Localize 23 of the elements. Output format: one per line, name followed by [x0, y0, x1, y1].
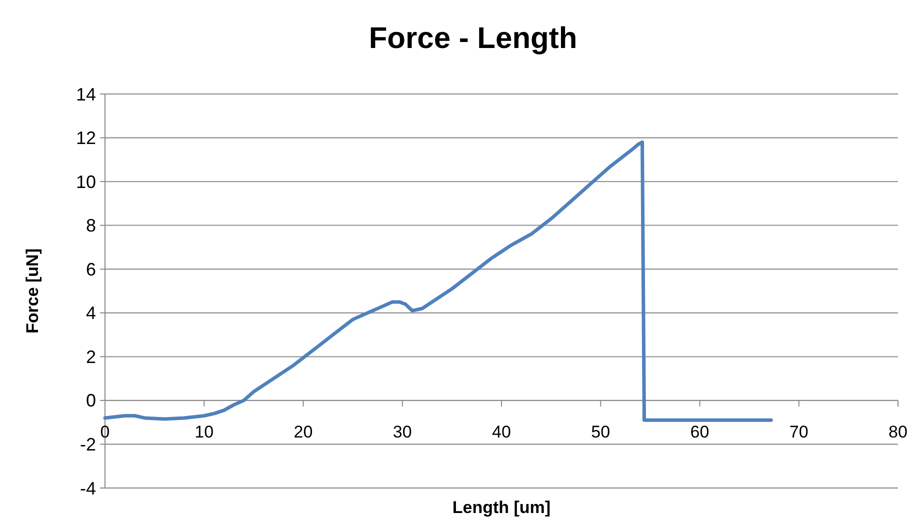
x-tick-label: 10	[194, 422, 214, 442]
y-tick-label: 12	[76, 128, 96, 148]
y-tick-label: 14	[76, 84, 96, 104]
x-tick-label: 0	[100, 422, 110, 442]
y-tick-label: 10	[76, 172, 96, 192]
y-axis-title: Force [uN]	[23, 248, 42, 334]
y-tick-label: -4	[80, 478, 96, 498]
y-tick-label: 2	[86, 346, 96, 367]
x-tick-label: 80	[888, 422, 908, 442]
x-tick-label: 60	[690, 422, 710, 442]
y-tick-label: 4	[86, 303, 96, 324]
x-tick-label: 70	[789, 422, 808, 442]
y-tick-label: 6	[86, 259, 96, 280]
x-tick-label: 20	[294, 422, 313, 442]
line-series	[103, 140, 773, 422]
x-tick-label: 50	[591, 422, 610, 442]
chart-title: Force - Length	[368, 22, 578, 55]
y-tick-label: -2	[80, 434, 96, 455]
x-tick-label: 40	[492, 422, 511, 442]
x-axis-title: Length [um]	[452, 498, 551, 517]
y-tick-label: 0	[86, 390, 96, 411]
y-tick-label: 8	[86, 216, 96, 236]
x-tick-label: 30	[392, 422, 412, 442]
